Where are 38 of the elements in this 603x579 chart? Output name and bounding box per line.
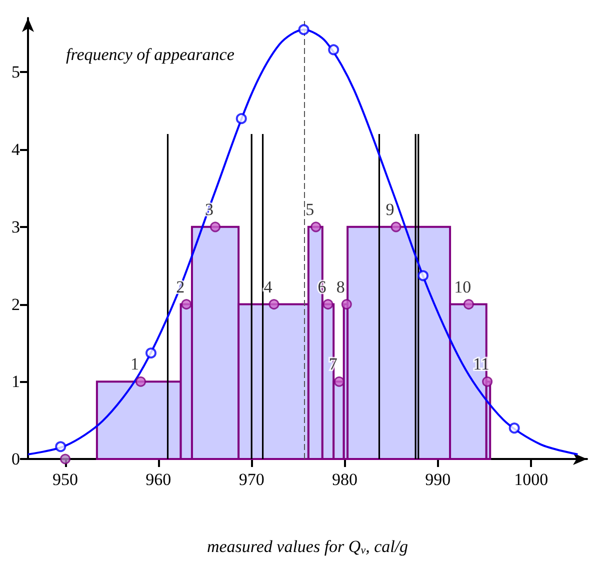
x-tick-label: 1000 <box>514 470 548 489</box>
y-tick-label: 2 <box>12 294 20 314</box>
point <box>236 113 247 124</box>
point <box>482 376 493 387</box>
point <box>334 376 344 387</box>
y-tick-label: 3 <box>12 217 20 236</box>
point <box>145 348 156 359</box>
annotation: 9 <box>386 200 394 219</box>
annotation: 5 <box>306 200 314 219</box>
annotation: 10 <box>454 277 472 296</box>
point <box>328 44 340 56</box>
x-tick-label: 960 <box>146 470 172 489</box>
point <box>322 299 334 310</box>
point <box>508 422 520 434</box>
x-tick-label: 950 <box>52 470 78 489</box>
point <box>135 376 146 387</box>
point <box>418 270 429 282</box>
point <box>210 222 221 232</box>
point <box>298 24 310 36</box>
y-tick-label: 1 <box>12 372 20 392</box>
point <box>390 222 402 232</box>
y-tick-label: 5 <box>12 62 20 82</box>
point <box>341 299 352 310</box>
y-tick-label: 4 <box>12 140 20 160</box>
point <box>268 299 280 310</box>
point <box>60 454 71 464</box>
x-tick-label: 990 <box>425 470 451 489</box>
point <box>55 441 66 452</box>
annotation: 1 <box>130 354 139 374</box>
annotation: 8 <box>336 277 345 296</box>
annotation: 4 <box>264 277 273 296</box>
x-tick-label: 980 <box>332 470 358 489</box>
x-tick-label: 970 <box>238 470 264 489</box>
point <box>310 222 322 232</box>
y-tick-label: 0 <box>12 450 20 468</box>
point <box>463 299 474 310</box>
y-axis-title: frequency of appearance <box>66 45 235 64</box>
point <box>181 299 192 310</box>
